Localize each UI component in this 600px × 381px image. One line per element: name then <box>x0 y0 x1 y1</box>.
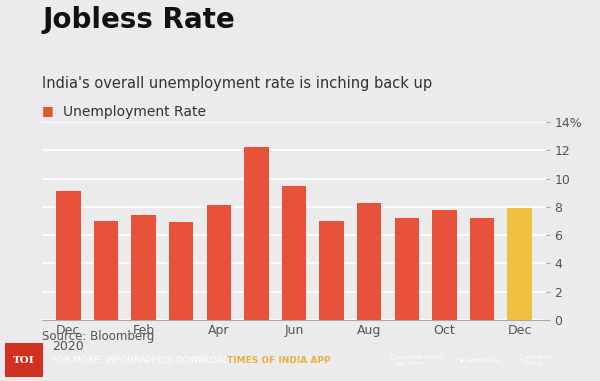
Bar <box>395 218 419 320</box>
Bar <box>56 191 80 320</box>
Text: ▶ Google play: ▶ Google play <box>460 357 502 363</box>
Bar <box>94 221 118 320</box>
Bar <box>508 208 532 320</box>
Text: Jobless Rate: Jobless Rate <box>42 6 235 34</box>
Bar <box>169 223 193 320</box>
Text: ⯈ Available on the
  App Store: ⯈ Available on the App Store <box>390 354 443 366</box>
Bar <box>244 147 269 320</box>
Text: India's overall unemployment rate is inching back up: India's overall unemployment rate is inc… <box>42 76 432 91</box>
Bar <box>206 205 231 320</box>
Text: Source: Bloomberg: Source: Bloomberg <box>42 330 154 343</box>
Bar <box>282 186 306 320</box>
FancyBboxPatch shape <box>5 343 43 377</box>
Bar <box>357 203 382 320</box>
Bar <box>432 210 457 320</box>
Text: ■: ■ <box>42 104 54 117</box>
Bar <box>319 221 344 320</box>
Bar <box>470 218 494 320</box>
Text: FOR MORE  INFOGRAPHICS DOWNLOAD: FOR MORE INFOGRAPHICS DOWNLOAD <box>52 355 233 365</box>
Bar <box>131 215 156 320</box>
Text: ⬜ Windows
  Phone: ⬜ Windows Phone <box>520 354 551 366</box>
Text: TIMES OF INDIA APP: TIMES OF INDIA APP <box>227 355 331 365</box>
Text: Unemployment Rate: Unemployment Rate <box>63 105 206 119</box>
Text: TOI: TOI <box>13 355 35 365</box>
